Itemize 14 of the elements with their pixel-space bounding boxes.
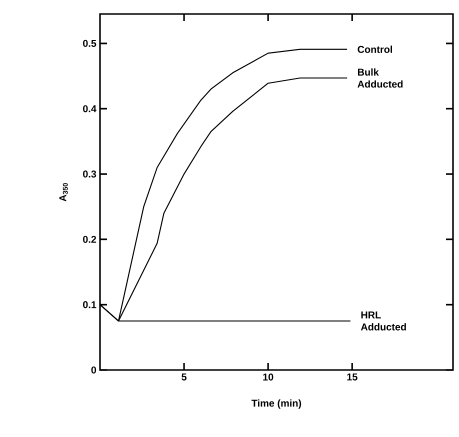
series-label: HRL Adducted (360, 312, 406, 330)
y-tick-label: 0.4 (83, 105, 96, 112)
y-tick-label: 0.1 (83, 301, 96, 308)
y-tick-label: 0 (91, 366, 96, 374)
series-label: Control (358, 46, 392, 53)
x-tick-label: 5 (182, 374, 187, 380)
x-tick-label: 15 (347, 374, 358, 380)
x-axis-title: Time (min) (252, 399, 302, 409)
y-axis-title: A$_{350}$ (59, 183, 68, 202)
x-tick-label: 10 (263, 374, 274, 381)
y-tick-label: 0.5 (83, 40, 96, 47)
series-label: Bulk Adducted (358, 68, 403, 88)
y-tick-label: 0.2 (83, 236, 96, 243)
y-tick-label: 0.3 (83, 170, 96, 178)
